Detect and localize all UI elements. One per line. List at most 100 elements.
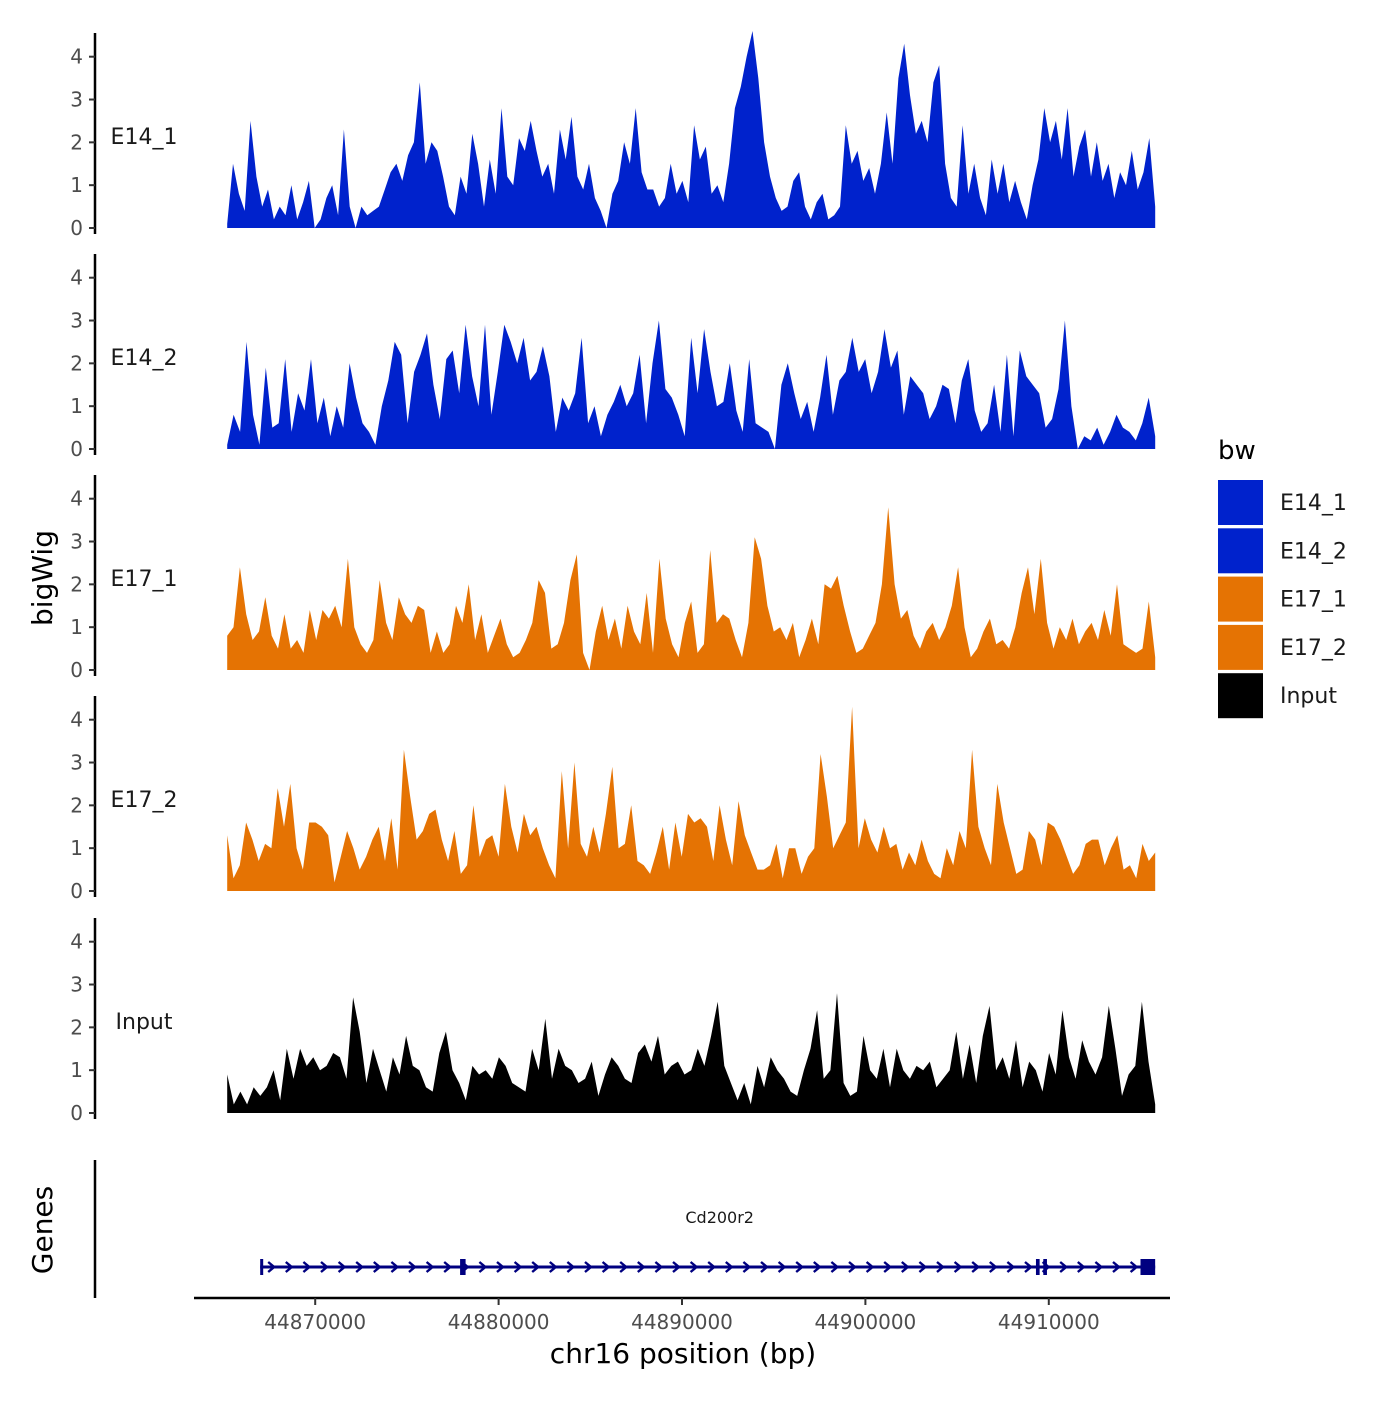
legend-swatch (1218, 624, 1263, 670)
legend-entry: E17_2 (1218, 624, 1347, 670)
bigwig-tracks: 0 1 2 3 4 E14_1 0 1 2 3 4 E14_2 0 1 2 3 4 E17_1 0 1 2 3 4 E17_2… (70, 31, 1156, 1125)
strand-arrow-icon (478, 1261, 488, 1273)
y-tick-label: 0 (70, 216, 83, 240)
y-tick-label: 0 (70, 658, 83, 682)
y-tick-label: 1 (70, 836, 83, 860)
coverage-area-input (227, 993, 1156, 1113)
y-tick-label: 2 (70, 1015, 83, 1039)
legend-label: Input (1280, 684, 1337, 709)
gene-exon (260, 1259, 264, 1275)
legend-swatch (1218, 673, 1263, 719)
y-tick-label: 2 (70, 130, 83, 154)
y-tick-label: 0 (70, 1101, 83, 1125)
track-e14-1: 0 1 2 3 4 E14_1 (70, 31, 1156, 240)
legend-label: E17_1 (1280, 588, 1347, 613)
strand-arrow-icon (337, 1261, 347, 1273)
strand-arrow-icon (813, 1261, 822, 1273)
strand-arrow-icon (1059, 1261, 1069, 1273)
gene-cd200r2: Cd200r2 (260, 1208, 1156, 1275)
track-e17-1: 0 1 2 3 4 E17_1 (70, 475, 1156, 682)
strand-arrow-icon (549, 1261, 558, 1273)
genes-axis-title: Genes (26, 1186, 59, 1274)
legend-entry: E14_2 (1218, 528, 1347, 574)
strand-arrow-icon (654, 1261, 664, 1273)
track-label: E14_2 (111, 346, 178, 371)
strand-arrow-icon (883, 1261, 893, 1273)
strand-arrow-icon (971, 1261, 981, 1273)
track-label: E17_2 (111, 788, 178, 813)
strand-arrow-icon (566, 1261, 576, 1273)
strand-arrow-icon (513, 1261, 523, 1273)
legend-label: E14_1 (1280, 491, 1347, 516)
strand-arrow-icon (689, 1261, 699, 1273)
y-tick-label: 3 (70, 973, 83, 997)
strand-arrow-icon (1024, 1261, 1033, 1273)
strand-arrow-icon (496, 1261, 505, 1273)
strand-arrow-icon (1094, 1261, 1104, 1273)
y-tick-label: 4 (70, 487, 83, 511)
gene-label: Cd200r2 (685, 1208, 754, 1227)
strand-arrow-icon (285, 1261, 294, 1273)
strand-arrow-icon (302, 1261, 312, 1273)
strand-arrow-icon (760, 1261, 769, 1273)
strand-arrow-icon (936, 1261, 945, 1273)
y-tick-label: 1 (70, 615, 83, 639)
track-label: Input (116, 1010, 173, 1035)
strand-arrow-icon (373, 1261, 382, 1273)
y-tick-label: 1 (70, 394, 83, 418)
legend-swatch (1218, 528, 1263, 574)
strand-arrow-icon (901, 1261, 910, 1273)
y-tick-label: 1 (70, 173, 83, 197)
x-tick-label: 44890000 (631, 1310, 733, 1334)
strand-arrow-icon (531, 1261, 541, 1273)
y-tick-label: 2 (70, 793, 83, 817)
y-axis-title: bigWig (26, 530, 59, 626)
strand-arrow-icon (865, 1261, 875, 1273)
y-tick-label: 2 (70, 572, 83, 596)
strand-arrow-icon (601, 1261, 611, 1273)
strand-arrow-icon (408, 1261, 417, 1273)
coverage-area-e17-1 (227, 507, 1156, 670)
gene-track: Cd200r2 (93, 1160, 1156, 1298)
coverage-area-e14-2 (227, 320, 1156, 449)
legend-label: E17_2 (1280, 636, 1347, 661)
x-tick-label: 44910000 (998, 1310, 1100, 1334)
legend-entry: Input (1218, 673, 1337, 719)
gene-exon (1043, 1259, 1047, 1275)
y-tick-label: 3 (70, 530, 83, 554)
strand-arrow-icon (725, 1261, 734, 1273)
strand-arrow-icon (355, 1261, 365, 1273)
legend-label: E14_2 (1280, 539, 1347, 564)
strand-arrow-icon (1077, 1261, 1086, 1273)
track-label: E17_1 (111, 567, 178, 592)
strand-arrow-icon (848, 1261, 857, 1273)
legend: bw E14_1 E14_2 E17_1 E17_2 Input (1218, 436, 1347, 719)
y-tick-label: 3 (70, 88, 83, 112)
strand-arrow-icon (672, 1261, 681, 1273)
strand-arrow-icon (989, 1261, 998, 1273)
strand-arrow-icon (707, 1261, 717, 1273)
strand-arrow-icon (390, 1261, 400, 1273)
gene-exon (460, 1259, 466, 1275)
x-axis: 44870000 44880000 44890000 44900000 44910000 (194, 1296, 1170, 1334)
strand-arrow-icon (584, 1261, 593, 1273)
y-tick-label: 2 (70, 351, 83, 375)
coverage-area-e14-1 (227, 31, 1156, 228)
y-tick-label: 3 (70, 309, 83, 333)
coverage-area-e17-2 (227, 706, 1156, 891)
track-e17-2: 0 1 2 3 4 E17_2 (70, 696, 1156, 903)
strand-arrow-icon (953, 1261, 963, 1273)
y-tick-label: 0 (70, 437, 83, 461)
legend-swatch (1218, 480, 1263, 525)
legend-entry: E14_1 (1218, 480, 1347, 525)
legend-swatch (1218, 576, 1263, 622)
x-tick-label: 44870000 (264, 1310, 366, 1334)
y-tick-label: 4 (70, 266, 83, 290)
strand-arrow-icon (320, 1261, 329, 1273)
legend-title: bw (1218, 436, 1256, 466)
legend-entry: E17_1 (1218, 576, 1347, 622)
x-tick-label: 44880000 (448, 1310, 550, 1334)
strand-arrow-icon (425, 1261, 435, 1273)
